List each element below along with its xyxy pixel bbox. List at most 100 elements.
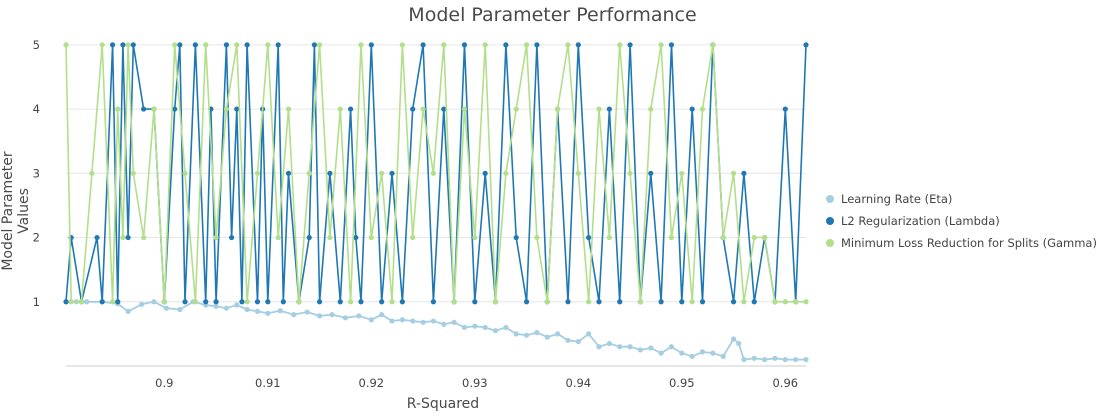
data-point[interactable]: [782, 106, 788, 112]
data-point[interactable]: [410, 106, 416, 112]
data-point[interactable]: [420, 42, 426, 48]
data-point[interactable]: [99, 42, 105, 48]
data-point[interactable]: [668, 42, 675, 48]
data-point[interactable]: [544, 334, 550, 340]
data-point[interactable]: [534, 42, 540, 48]
data-point[interactable]: [420, 319, 426, 325]
data-point[interactable]: [503, 42, 509, 48]
data-point[interactable]: [793, 299, 799, 305]
data-point[interactable]: [751, 299, 757, 305]
data-point[interactable]: [668, 344, 675, 350]
data-point[interactable]: [265, 299, 271, 305]
data-point[interactable]: [596, 344, 602, 350]
data-point[interactable]: [482, 324, 488, 331]
data-point[interactable]: [658, 299, 664, 305]
data-point[interactable]: [793, 356, 799, 363]
data-point[interactable]: [177, 306, 183, 313]
data-point[interactable]: [125, 42, 131, 48]
data-point[interactable]: [523, 332, 530, 338]
data-point[interactable]: [699, 106, 706, 112]
data-point[interactable]: [689, 106, 695, 112]
data-point[interactable]: [762, 356, 768, 363]
data-point[interactable]: [348, 106, 354, 112]
data-point[interactable]: [555, 331, 561, 337]
data-point[interactable]: [275, 234, 281, 241]
data-point[interactable]: [254, 308, 261, 315]
data-point[interactable]: [772, 355, 778, 361]
data-point[interactable]: [668, 234, 675, 241]
data-point[interactable]: [285, 170, 292, 176]
data-point[interactable]: [389, 299, 395, 305]
data-point[interactable]: [441, 42, 447, 48]
data-point[interactable]: [586, 299, 592, 305]
data-point[interactable]: [151, 299, 157, 305]
data-point[interactable]: [163, 305, 169, 311]
data-point[interactable]: [503, 324, 509, 331]
data-point[interactable]: [234, 302, 240, 308]
data-point[interactable]: [782, 299, 788, 305]
data-point[interactable]: [472, 234, 478, 241]
data-point[interactable]: [182, 299, 188, 305]
legend-item-gamma[interactable]: Minimum Loss Reduction for Splits (Gamma…: [826, 232, 1104, 254]
data-point[interactable]: [316, 313, 323, 319]
data-point[interactable]: [109, 299, 116, 305]
data-point[interactable]: [379, 299, 385, 305]
data-point[interactable]: [275, 42, 281, 48]
data-point[interactable]: [78, 299, 85, 305]
data-point[interactable]: [280, 299, 286, 305]
data-point[interactable]: [741, 170, 747, 176]
data-point[interactable]: [565, 42, 571, 48]
data-point[interactable]: [223, 106, 230, 112]
data-point[interactable]: [141, 106, 147, 112]
data-point[interactable]: [555, 106, 561, 112]
data-point[interactable]: [451, 299, 457, 305]
legend-item-eta[interactable]: Learning Rate (Eta): [826, 188, 1104, 210]
data-point[interactable]: [182, 170, 188, 176]
data-point[interactable]: [513, 106, 519, 112]
data-point[interactable]: [399, 317, 405, 323]
data-point[interactable]: [689, 299, 695, 305]
data-point[interactable]: [141, 234, 147, 241]
data-point[interactable]: [482, 42, 488, 48]
data-point[interactable]: [285, 106, 292, 112]
data-point[interactable]: [316, 42, 323, 48]
data-point[interactable]: [803, 42, 809, 48]
data-point[interactable]: [358, 299, 364, 305]
data-point[interactable]: [379, 170, 385, 176]
data-point[interactable]: [513, 234, 519, 241]
data-point[interactable]: [699, 349, 706, 355]
data-point[interactable]: [648, 170, 654, 176]
data-point[interactable]: [265, 310, 271, 316]
data-point[interactable]: [130, 42, 136, 48]
data-point[interactable]: [399, 42, 405, 48]
data-point[interactable]: [389, 170, 395, 176]
data-point[interactable]: [223, 42, 230, 48]
data-point[interactable]: [679, 299, 685, 305]
data-point[interactable]: [782, 356, 788, 363]
data-point[interactable]: [244, 306, 250, 313]
data-point[interactable]: [306, 170, 312, 176]
data-point[interactable]: [513, 331, 519, 337]
data-point[interactable]: [244, 42, 250, 48]
data-point[interactable]: [596, 299, 602, 305]
data-point[interactable]: [586, 331, 592, 337]
data-point[interactable]: [689, 353, 695, 359]
data-point[interactable]: [410, 318, 416, 324]
data-point[interactable]: [461, 42, 468, 48]
data-point[interactable]: [772, 299, 778, 305]
data-point[interactable]: [637, 299, 644, 305]
data-point[interactable]: [420, 106, 426, 112]
data-point[interactable]: [575, 42, 581, 48]
data-point[interactable]: [379, 312, 385, 318]
data-point[interactable]: [296, 299, 302, 305]
data-point[interactable]: [125, 308, 131, 315]
data-point[interactable]: [741, 356, 747, 363]
data-point[interactable]: [265, 42, 271, 48]
data-point[interactable]: [329, 312, 335, 318]
data-point[interactable]: [234, 42, 240, 48]
data-point[interactable]: [277, 308, 283, 314]
data-point[interactable]: [213, 234, 219, 241]
data-point[interactable]: [679, 350, 685, 356]
data-point[interactable]: [461, 324, 468, 331]
data-point[interactable]: [544, 299, 550, 305]
